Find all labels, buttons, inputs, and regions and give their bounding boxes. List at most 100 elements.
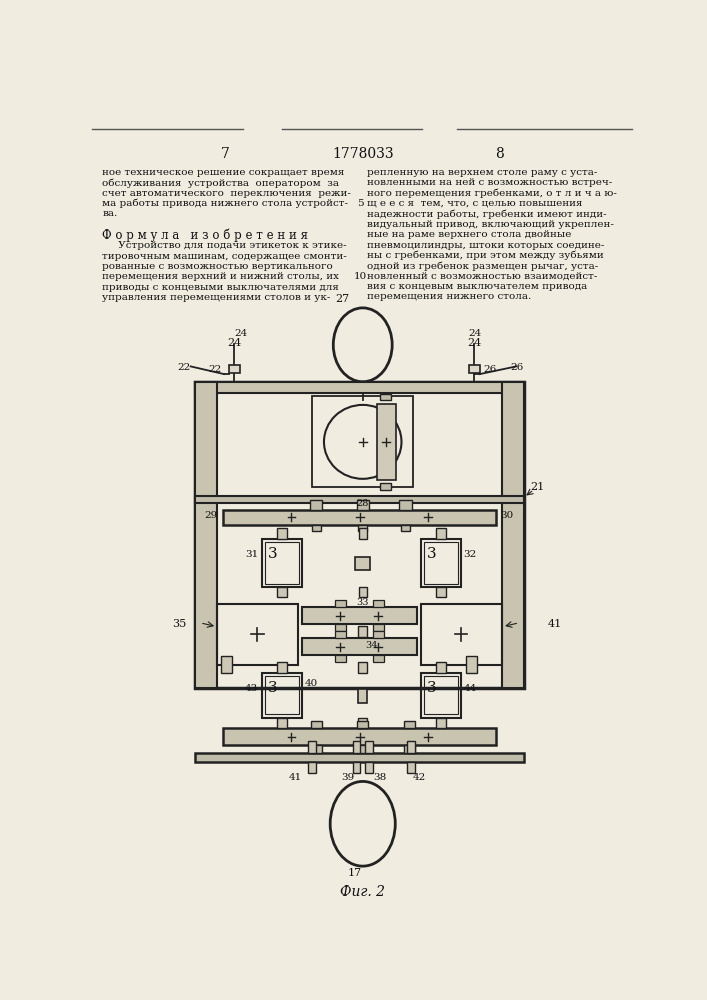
Text: ного перемещения гребенками, о т л и ч а ю-: ного перемещения гребенками, о т л и ч а… [368,189,617,198]
Bar [195,382,524,393]
Text: новленными на ней с возможностью встреч-: новленными на ней с возможностью встреч- [368,178,613,187]
Bar [262,673,303,718]
Bar [217,604,298,665]
Bar [404,745,414,753]
Text: 7: 7 [221,147,230,161]
Bar [373,631,384,638]
Text: 3: 3 [427,681,437,695]
Text: 21: 21 [530,482,544,492]
Text: 24: 24 [467,338,481,348]
Bar [277,718,287,728]
Text: 17: 17 [348,868,362,878]
Text: Ф о р м у л а   и з о б р е т е н и я: Ф о р м у л а и з о б р е т е н и я [103,229,308,242]
Bar [436,718,445,728]
Text: 41: 41 [548,619,562,629]
Bar [365,741,373,753]
Bar [221,656,232,673]
Text: репленную на верхнем столе раму с уста-: репленную на верхнем столе раму с уста- [368,168,597,177]
Text: 32: 32 [464,550,477,559]
Bar [265,542,299,584]
Text: 30: 30 [500,511,513,520]
Bar [223,510,496,525]
Bar [308,762,316,773]
Text: 35: 35 [172,619,187,629]
Bar [335,655,346,662]
Bar [228,365,240,373]
Bar [310,500,322,510]
Text: 24: 24 [227,338,241,348]
Text: перемещения верхний и нижний столы, их: перемещения верхний и нижний столы, их [103,272,339,281]
Bar [303,607,417,624]
Text: 27: 27 [336,294,350,304]
Text: 3: 3 [427,547,437,561]
Text: 29: 29 [204,511,217,520]
Text: 10: 10 [354,272,367,281]
Bar [421,539,461,587]
Bar [436,662,445,673]
Bar [358,626,368,637]
Bar [404,721,414,728]
Text: управления перемещениями столов и ук-: управления перемещениями столов и ук- [103,293,331,302]
Text: 39: 39 [341,773,354,782]
Bar [335,631,346,638]
Bar [195,753,524,762]
Bar [312,525,321,531]
Bar [358,689,368,703]
Text: счет автоматического  переключения  режи-: счет автоматического переключения режи- [103,189,351,198]
Bar [312,396,413,487]
Bar [311,721,322,728]
Bar [277,587,287,597]
Text: ны с гребенками, при этом между зубьями: ны с гребенками, при этом между зубьями [368,251,604,260]
Bar [357,382,368,391]
Bar [195,496,524,503]
Bar [277,662,287,673]
Bar [399,500,411,510]
Bar [355,557,370,570]
Text: 44: 44 [464,684,477,693]
Bar [195,382,524,688]
Bar [358,662,368,673]
Bar [357,721,368,728]
Bar [401,525,410,531]
Bar [356,500,369,510]
Text: обслуживания  устройства  оператором  за: обслуживания устройства оператором за [103,178,339,188]
Bar [308,741,316,753]
Text: 24: 24 [468,329,481,338]
Bar [424,676,458,714]
Text: 8: 8 [495,147,503,161]
Text: 31: 31 [245,550,258,559]
Text: ное техническое решение сокращает время: ное техническое решение сокращает время [103,168,345,177]
Text: Фиг. 2: Фиг. 2 [340,885,385,899]
Bar [502,382,524,688]
Bar [380,483,391,490]
Text: 26: 26 [484,365,497,374]
Text: 1778033: 1778033 [332,147,394,161]
Text: 34: 34 [365,641,378,650]
Bar [357,745,368,753]
Text: 22: 22 [177,363,191,372]
Text: 24: 24 [234,329,247,338]
Bar [466,656,477,673]
Text: тировочным машинам, содержащее смонти-: тировочным машинам, содержащее смонти- [103,252,347,261]
Text: 3: 3 [268,681,278,695]
Text: 22: 22 [209,365,222,374]
Bar [262,539,303,587]
Bar [311,745,322,753]
Bar [359,587,367,597]
Text: 41: 41 [289,773,303,782]
Text: ные на раме верхнего стола двойные: ные на раме верхнего стола двойные [368,230,572,239]
Bar [407,762,414,773]
Text: Устройство для подачи этикеток к этике-: Устройство для подачи этикеток к этике- [103,241,347,250]
Text: 40: 40 [305,679,318,688]
Bar [358,718,368,728]
Text: ма работы привода нижнего стола устройст-: ма работы привода нижнего стола устройст… [103,199,349,208]
Bar [377,404,396,480]
Text: надежности работы, гребенки имеют инди-: надежности работы, гребенки имеют инди- [368,209,607,219]
Text: видуальный привод, включающий укреплен-: видуальный привод, включающий укреплен- [368,220,614,229]
Text: пневмоцилиндры, штоки которых соедине-: пневмоцилиндры, штоки которых соедине- [368,241,604,250]
Bar [303,638,417,655]
Text: 5: 5 [357,199,363,208]
Text: 42: 42 [413,773,426,782]
Bar [373,655,384,662]
Text: ва.: ва. [103,209,117,218]
